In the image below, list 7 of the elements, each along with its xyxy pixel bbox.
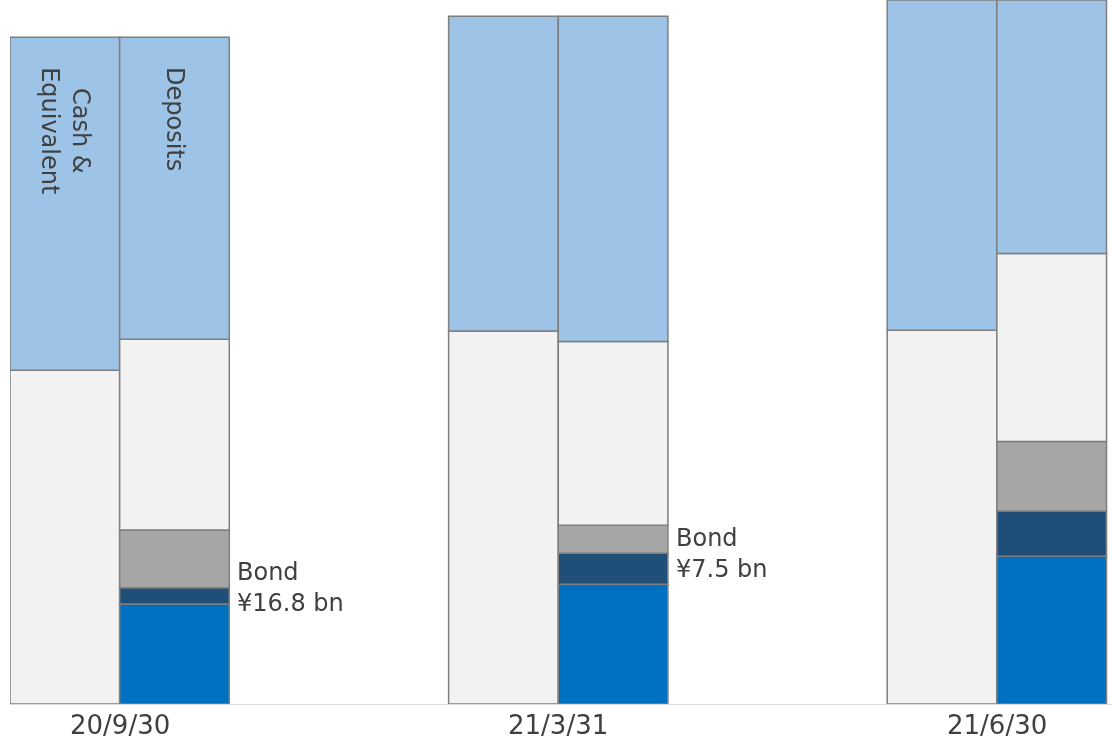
annotation: Bond ¥7.5 bn (676, 524, 768, 584)
series-label: Cash & Equivalent (35, 67, 95, 195)
text: 20/9/30 (70, 710, 171, 740)
annotation: Bond ¥16.8 bn (237, 558, 344, 618)
text: 21/6/30 (947, 710, 1048, 740)
series-label: Deposits (160, 66, 189, 172)
text: 21/3/31 (508, 710, 609, 740)
